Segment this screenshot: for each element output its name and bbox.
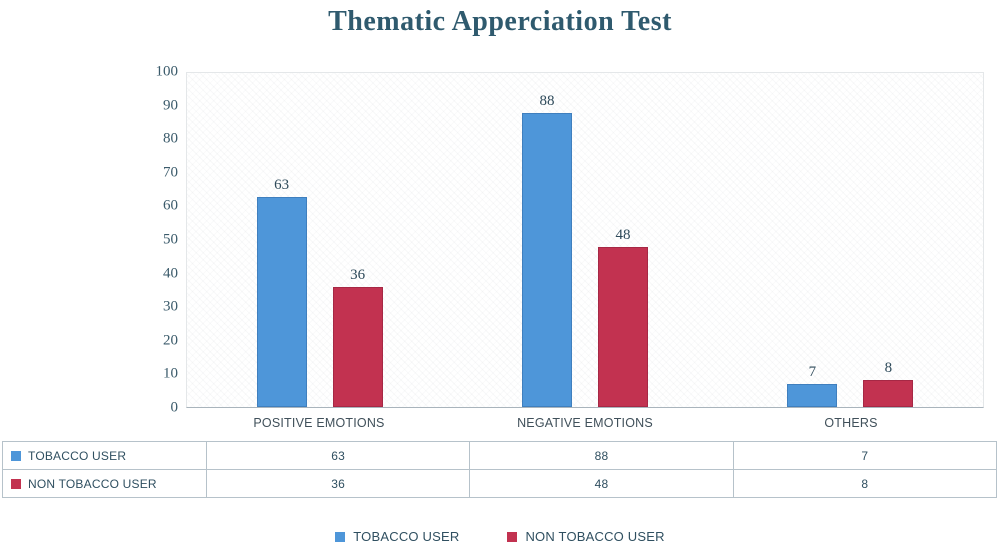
y-tick-label: 30: [163, 298, 178, 315]
bar: [256, 196, 307, 407]
table-series-name-cell: TOBACCO USER: [3, 442, 207, 470]
plot-area: 63 36 88 48 7 8: [186, 72, 984, 408]
table-series-name-cell: NON TOBACCO USER: [3, 470, 207, 498]
bar-value-label: 88: [539, 93, 555, 110]
bar: [787, 383, 838, 407]
bar-wrap: 7: [787, 73, 838, 407]
y-tick-label: 50: [163, 231, 178, 248]
bar-value-label: 7: [808, 363, 817, 380]
bar-group: 63 36: [187, 73, 452, 407]
y-tick-label: 60: [163, 197, 178, 214]
bar-wrap: 63: [256, 73, 307, 407]
table-series-name: NON TOBACCO USER: [28, 476, 157, 491]
series-swatch-icon: [11, 478, 21, 489]
bar-value-label: 36: [350, 266, 366, 283]
category-label: POSITIVE EMOTIONS: [253, 416, 385, 430]
bar-wrap: 48: [597, 73, 648, 407]
y-tick-label: 10: [163, 365, 178, 382]
y-tick-label: 0: [170, 399, 179, 416]
y-tick-label: 20: [163, 332, 178, 349]
y-axis: 100 90 80 70 60 50 40 30 20 10 0: [128, 64, 179, 416]
series-swatch-icon: [11, 450, 21, 461]
data-table: TOBACCO USER 63 88 7 NON TOBACCO USER 36 48 8: [2, 441, 997, 498]
legend-swatch-icon: [335, 531, 346, 542]
category-label: NEGATIVE EMOTIONS: [517, 416, 653, 430]
legend-label: TOBACCO USER: [353, 529, 460, 544]
y-tick-label: 40: [163, 265, 178, 282]
y-tick-label: 70: [163, 164, 178, 181]
legend-item: NON TOBACCO USER: [507, 529, 665, 544]
bar: [863, 380, 914, 407]
table-series-name: TOBACCO USER: [28, 448, 127, 463]
y-tick-label: 100: [155, 63, 179, 80]
bar-wrap: 8: [863, 73, 914, 407]
legend-item: TOBACCO USER: [335, 529, 459, 544]
bar-wrap: 36: [332, 73, 383, 407]
table-value-cell: 88: [470, 442, 734, 470]
bar-wrap: 88: [521, 73, 572, 407]
bar: [521, 113, 572, 407]
category-label: OTHERS: [824, 416, 878, 430]
table-value-cell: 7: [733, 442, 997, 470]
table-value-cell: 48: [470, 470, 734, 498]
table-value-cell: 36: [207, 470, 471, 498]
table-value-cell: 63: [207, 442, 471, 470]
bar-value-label: 63: [274, 176, 290, 193]
bar: [332, 286, 383, 407]
bar: [597, 246, 648, 407]
table-value-cell: 8: [733, 470, 997, 498]
bar-group: 88 48: [452, 73, 717, 407]
legend: TOBACCO USER NON TOBACCO USER: [0, 529, 1000, 544]
bar-value-label: 8: [884, 360, 893, 377]
bar-value-label: 48: [615, 226, 631, 243]
legend-swatch-icon: [507, 531, 518, 542]
y-tick-label: 80: [163, 130, 178, 147]
y-tick-label: 90: [163, 97, 178, 114]
chart-title: Thematic Apperciation Test: [328, 6, 672, 37]
legend-label: NON TOBACCO USER: [525, 529, 665, 544]
x-axis-labels: POSITIVE EMOTIONS NEGATIVE EMOTIONS OTHERS: [186, 409, 984, 430]
